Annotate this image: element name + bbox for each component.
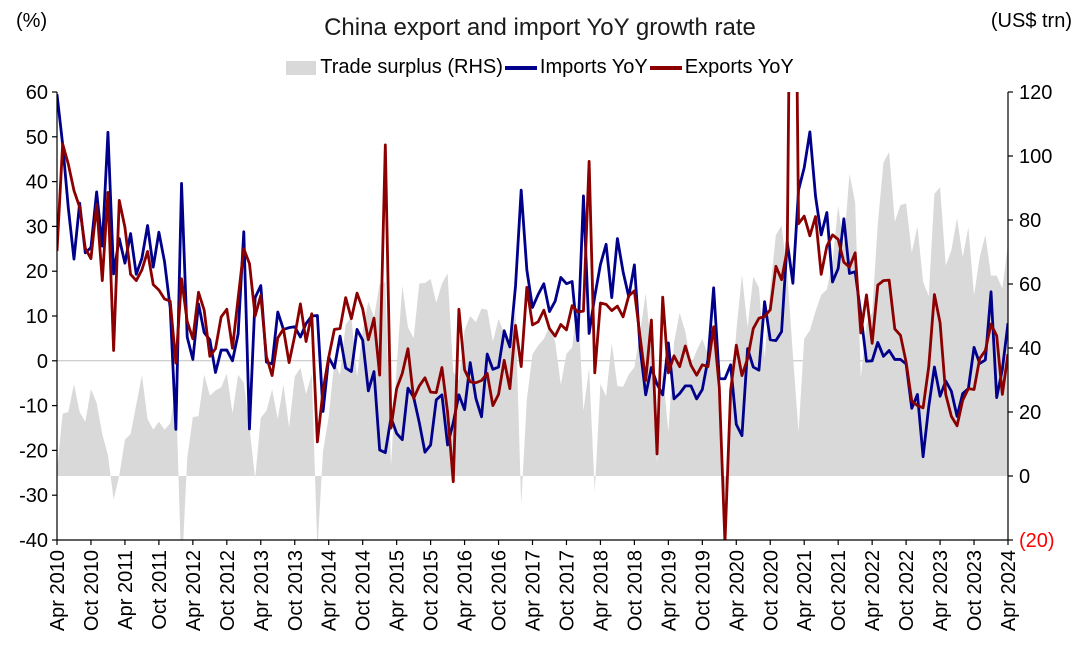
svg-text:Apr 2024: Apr 2024 bbox=[998, 550, 1020, 631]
svg-text:0: 0 bbox=[1019, 466, 1030, 488]
legend-label-imports: Imports YoY bbox=[539, 56, 648, 78]
right-axis-unit: (US$ trn) bbox=[990, 10, 1072, 32]
svg-text:20: 20 bbox=[1019, 402, 1041, 424]
legend-item-imports: Imports YoY bbox=[504, 56, 648, 79]
svg-text:Oct 2023: Oct 2023 bbox=[964, 550, 986, 631]
svg-text:Apr 2023: Apr 2023 bbox=[930, 550, 952, 631]
svg-text:Oct 2022: Oct 2022 bbox=[896, 550, 918, 631]
svg-text:Apr 2018: Apr 2018 bbox=[590, 550, 612, 631]
svg-text:Apr 2020: Apr 2020 bbox=[726, 550, 748, 631]
svg-text:Apr 2017: Apr 2017 bbox=[523, 550, 545, 631]
svg-text:Apr 2019: Apr 2019 bbox=[658, 550, 680, 631]
svg-text:60: 60 bbox=[26, 82, 48, 104]
legend-label-trade-surplus: Trade surplus (RHS) bbox=[320, 56, 503, 78]
svg-text:40: 40 bbox=[1019, 338, 1041, 360]
chart-title: China export and import YoY growth rate bbox=[324, 14, 756, 41]
svg-text:Apr 2011: Apr 2011 bbox=[115, 550, 137, 630]
svg-text:Oct 2019: Oct 2019 bbox=[692, 550, 714, 631]
svg-text:-20: -20 bbox=[19, 440, 48, 462]
svg-text:0: 0 bbox=[37, 351, 48, 373]
trade-surplus-area-swatch bbox=[286, 60, 317, 75]
svg-text:50: 50 bbox=[26, 127, 48, 149]
svg-text:-10: -10 bbox=[19, 396, 48, 418]
svg-text:Apr 2021: Apr 2021 bbox=[794, 550, 816, 631]
svg-text:60: 60 bbox=[1019, 274, 1041, 296]
svg-text:100: 100 bbox=[1019, 146, 1052, 168]
svg-text:Oct 2011: Oct 2011 bbox=[149, 550, 171, 630]
svg-text:30: 30 bbox=[26, 216, 48, 238]
exports-line-swatch bbox=[649, 65, 682, 70]
svg-text:(20): (20) bbox=[1019, 530, 1055, 552]
left-axis-unit: (%) bbox=[16, 10, 48, 32]
svg-text:Oct 2015: Oct 2015 bbox=[421, 550, 443, 631]
legend-item-exports: Exports YoY bbox=[649, 56, 794, 79]
svg-text:Oct 2021: Oct 2021 bbox=[828, 550, 850, 631]
svg-text:Oct 2012: Oct 2012 bbox=[217, 550, 239, 631]
svg-text:Apr 2010: Apr 2010 bbox=[47, 550, 69, 631]
svg-text:Apr 2013: Apr 2013 bbox=[251, 550, 273, 631]
svg-text:Apr 2016: Apr 2016 bbox=[455, 550, 477, 631]
legend-label-exports: Exports YoY bbox=[684, 56, 794, 78]
svg-text:20: 20 bbox=[26, 261, 48, 283]
svg-text:Apr 2014: Apr 2014 bbox=[319, 550, 341, 631]
svg-text:-40: -40 bbox=[19, 530, 48, 552]
svg-text:Oct 2020: Oct 2020 bbox=[760, 550, 782, 631]
svg-text:-30: -30 bbox=[19, 485, 48, 507]
imports-line-swatch bbox=[504, 65, 537, 70]
svg-text:80: 80 bbox=[1019, 210, 1041, 232]
legend: Trade surplus (RHS) Imports YoY Exports … bbox=[0, 56, 1080, 79]
svg-text:Apr 2022: Apr 2022 bbox=[862, 550, 884, 631]
svg-text:Oct 2017: Oct 2017 bbox=[556, 550, 578, 631]
svg-text:Oct 2018: Oct 2018 bbox=[624, 550, 646, 631]
svg-text:40: 40 bbox=[26, 172, 48, 194]
svg-text:10: 10 bbox=[26, 306, 48, 328]
svg-text:Apr 2012: Apr 2012 bbox=[183, 550, 205, 631]
svg-text:Oct 2014: Oct 2014 bbox=[353, 550, 375, 631]
legend-item-trade-surplus: Trade surplus (RHS) bbox=[286, 56, 503, 79]
svg-text:Oct 2016: Oct 2016 bbox=[489, 550, 511, 631]
svg-text:120: 120 bbox=[1019, 82, 1052, 104]
svg-text:Oct 2013: Oct 2013 bbox=[285, 550, 307, 631]
svg-text:Apr 2015: Apr 2015 bbox=[387, 550, 409, 631]
svg-text:Oct 2010: Oct 2010 bbox=[81, 550, 103, 631]
